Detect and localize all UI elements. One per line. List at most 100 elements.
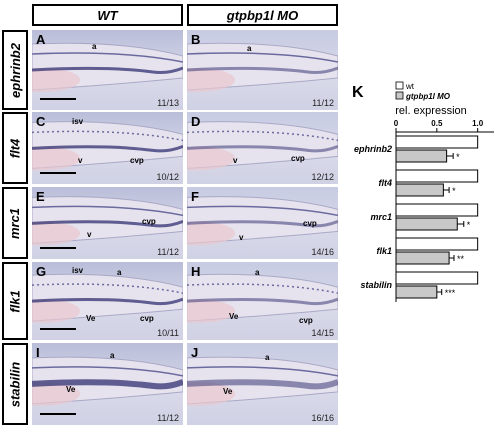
legend-swatch-mo	[395, 91, 404, 100]
panel-label-k: K	[352, 84, 364, 101]
bar-mo-stabilin	[395, 285, 438, 299]
column-header-mo: gtpbp1l MO	[187, 4, 338, 26]
row-label-text: mrc1	[7, 207, 23, 239]
embryo-count-ratio: 11/13	[157, 98, 179, 108]
embryo-count-ratio: 10/12	[156, 172, 179, 182]
annotation-a: a	[265, 353, 270, 362]
bar-wt-flt4	[395, 169, 479, 183]
category-label-flk1: flk1	[376, 246, 392, 256]
x-tick-label: 0	[394, 119, 399, 128]
embryo-count-ratio: 14/16	[311, 247, 334, 257]
annotation-isv: isv	[72, 266, 84, 275]
embryo-image	[32, 196, 183, 246]
row-label-text: flk1	[7, 289, 23, 313]
row-label-flk1: flk1	[2, 262, 28, 340]
annotation-ve: Ve	[66, 385, 76, 394]
bar-mo-flt4	[395, 183, 444, 197]
annotation-a: a	[92, 42, 97, 51]
column-header-wt: WT	[32, 4, 183, 26]
bar-wt-mrc1	[395, 203, 479, 217]
scale-bar	[40, 98, 76, 100]
significance-marker: *	[452, 186, 456, 196]
scale-bar	[40, 328, 76, 330]
category-label-mrc1: mrc1	[370, 212, 392, 222]
annotation-cvp: cvp	[303, 219, 317, 228]
embryo-image	[32, 42, 183, 92]
row-label-flt4: flt4	[2, 112, 28, 184]
bar-wt-ephrinb2	[395, 135, 479, 149]
annotation-v: v	[87, 230, 92, 239]
row-label-ephrinb2: ephrinb2	[2, 30, 28, 110]
annotation-cvp: cvp	[291, 154, 305, 163]
bar-mo-mrc1	[395, 217, 458, 231]
micrograph-panel-e: E 11/12 v cvp	[32, 187, 183, 259]
embryo-image	[187, 356, 338, 406]
embryo-image	[32, 273, 183, 324]
panel-label: A	[36, 32, 46, 47]
panel-label: C	[36, 114, 46, 129]
micrograph-panel-f: F 14/16 v cvp	[187, 187, 338, 259]
significance-marker: **	[457, 254, 465, 264]
annotation-cvp: cvp	[130, 156, 144, 165]
panel-label: F	[191, 189, 199, 204]
micrograph-panel-h: H 14/15 a Ve cvp	[187, 262, 338, 340]
embryo-count-ratio: 11/12	[157, 247, 179, 257]
row-label-text: stabilin	[7, 361, 23, 407]
bar-wt-stabilin	[395, 271, 479, 285]
annotation-cvp: cvp	[299, 316, 313, 325]
panel-label: B	[191, 32, 201, 47]
annotation-v: v	[78, 156, 83, 165]
legend-swatch-wt	[395, 81, 404, 90]
scale-bar	[40, 172, 76, 174]
annotation-a: a	[110, 351, 115, 360]
panel-label: J	[191, 345, 199, 360]
significance-marker: ***	[445, 288, 456, 298]
embryo-count-ratio: 10/11	[157, 328, 179, 338]
annotation-v: v	[233, 156, 238, 165]
annotation-cvp: cvp	[140, 314, 154, 323]
annotation-v: v	[239, 233, 244, 242]
category-label-flt4: flt4	[379, 178, 393, 188]
x-tick-label: 0.5	[431, 119, 443, 128]
annotation-cvp: cvp	[142, 217, 156, 226]
micrograph-panel-g: G 10/11 isv a Ve cvp	[32, 262, 183, 340]
embryo-image	[32, 356, 183, 406]
legend-label-wt: wt	[405, 82, 415, 91]
embryo-count-ratio: 16/16	[311, 413, 334, 423]
legend-label-mo: gtpbp1l MO	[405, 92, 451, 101]
category-label-stabilin: stabilin	[360, 280, 392, 290]
micrograph-panel-j: J 16/16 a Ve	[187, 343, 338, 425]
significance-marker: *	[456, 152, 460, 162]
panel-label: E	[36, 189, 45, 204]
embryo-image	[187, 121, 338, 171]
embryo-image	[187, 196, 338, 246]
embryo-image	[187, 273, 338, 324]
row-label-text: flt4	[7, 138, 23, 158]
annotation-a: a	[117, 268, 122, 277]
annotation-isv: isv	[72, 117, 84, 126]
embryo-count-ratio: 11/12	[312, 98, 334, 108]
significance-marker: *	[467, 220, 471, 230]
row-label-text: ephrinb2	[7, 42, 23, 98]
embryo-image	[187, 42, 338, 92]
panel-label: G	[36, 264, 47, 279]
panel-label: H	[191, 264, 201, 279]
panel-label: I	[36, 345, 40, 360]
annotation-ve: Ve	[223, 387, 233, 396]
category-label-ephrinb2: ephrinb2	[354, 144, 392, 154]
micrograph-panel-a: A 11/13 a	[32, 30, 183, 110]
annotation-a: a	[247, 44, 252, 53]
micrograph-panel-i: I 11/12 a Ve	[32, 343, 183, 425]
x-tick-label: 1.0	[472, 119, 484, 128]
embryo-image	[32, 121, 183, 171]
bar-wt-flk1	[395, 237, 479, 251]
row-label-mrc1: mrc1	[2, 187, 28, 259]
panel-label: D	[191, 114, 201, 129]
scale-bar	[40, 413, 76, 415]
embryo-count-ratio: 12/12	[311, 172, 334, 182]
scale-bar	[40, 247, 76, 249]
micrograph-panel-c: C 10/12 isv v cvp	[32, 112, 183, 184]
annotation-ve: Ve	[229, 312, 239, 321]
annotation-ve: Ve	[86, 314, 96, 323]
